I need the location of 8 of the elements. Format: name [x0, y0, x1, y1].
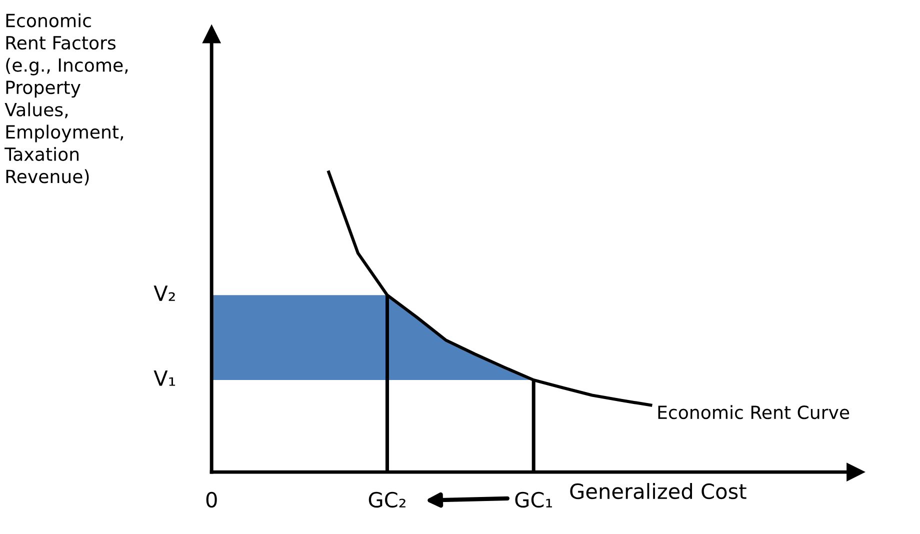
- text: V₂: [154, 286, 175, 301]
- y-axis-title: Economic Rent Factors (e.g., Income, Property Values, Employment, Taxation Revenue): [4, 13, 128, 186]
- x-tick-label: 0: [206, 492, 217, 508]
- x-tick-label: GC₂: [368, 492, 406, 508]
- series-label: Economic Rent Curve: [658, 405, 850, 420]
- x-axis-title: Generalized Cost: [570, 483, 746, 500]
- x-tick-label: GC₁: [515, 492, 552, 508]
- text: V₁: [154, 370, 176, 386]
